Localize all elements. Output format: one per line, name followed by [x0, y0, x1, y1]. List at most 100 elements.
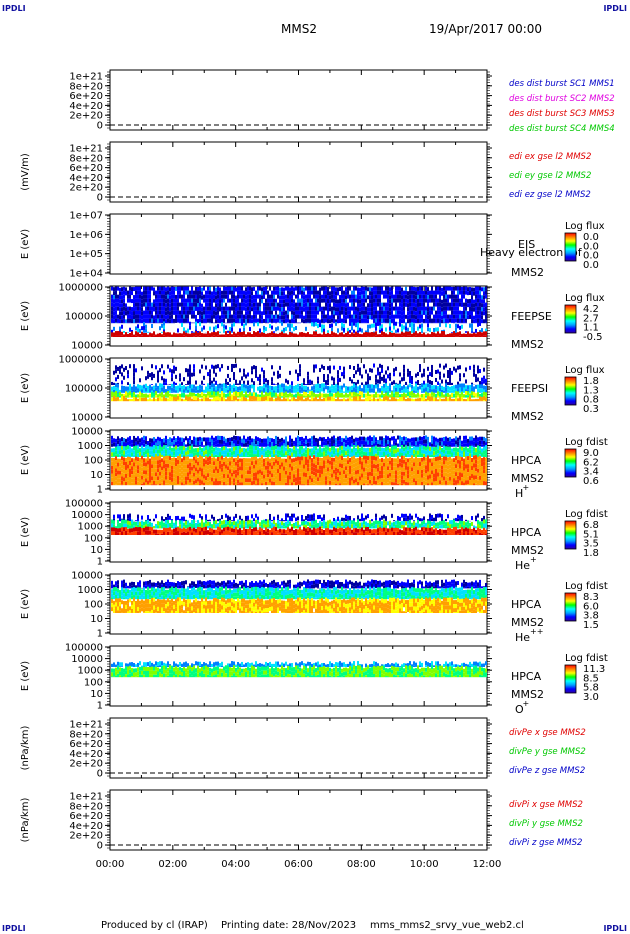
heatmap-cell [415, 394, 417, 398]
heatmap-cell [219, 464, 221, 469]
heatmap-cell [163, 378, 165, 383]
heatmap-cell [435, 393, 437, 398]
heatmap-cell [113, 446, 115, 447]
heatmap-cell [115, 290, 117, 295]
heatmap-cell [217, 477, 219, 482]
heatmap-cell [189, 440, 191, 445]
heatmap-cell [243, 335, 245, 337]
heatmap-cell [263, 318, 265, 323]
heatmap-cell [177, 459, 179, 464]
heatmap-cell [463, 373, 465, 378]
heatmap-cell [313, 290, 315, 295]
heatmap-cell [205, 333, 207, 337]
heatmap-cell [183, 480, 185, 485]
heatmap-cell [177, 471, 179, 476]
heatmap-cell [111, 294, 113, 299]
heatmap-cell [195, 314, 197, 319]
heatmap-cell [183, 377, 185, 382]
heatmap-cell [477, 298, 479, 303]
heatmap-cell [273, 286, 275, 291]
heatmap-cell [289, 370, 291, 375]
heatmap-cell [325, 333, 327, 337]
heatmap-cell [349, 321, 351, 326]
heatmap-cell [447, 298, 449, 303]
heatmap-cell [163, 468, 165, 473]
heatmap-cell [435, 286, 437, 291]
heatmap-cell [373, 310, 375, 315]
heatmap-cell [161, 466, 163, 471]
heatmap-cell [181, 446, 183, 451]
heatmap-cell [303, 399, 305, 402]
heatmap-cell [193, 310, 195, 315]
heatmap-cell [159, 393, 161, 398]
heatmap-cell [301, 400, 303, 402]
heatmap-cell [231, 306, 233, 311]
heatmap-cell [155, 318, 157, 323]
heatmap-cell [343, 294, 345, 299]
heatmap-cell [465, 290, 467, 295]
heatmap-cell [153, 468, 155, 473]
heatmap-cell [171, 457, 173, 462]
heatmap-cell [357, 315, 359, 320]
heatmap-cell [389, 391, 391, 393]
heatmap-cell [337, 311, 339, 316]
heatmap-cell [205, 314, 207, 319]
heatmap-cell [431, 368, 433, 373]
heatmap-cell [365, 314, 367, 319]
heatmap-cell [223, 328, 225, 333]
heatmap-cell [221, 290, 223, 295]
heatmap-cell [485, 306, 487, 311]
heatmap-cell [169, 303, 171, 308]
heatmap-cell [165, 378, 167, 383]
heatmap-cell [471, 291, 473, 296]
heatmap-cell [317, 380, 319, 385]
heatmap-cell [431, 385, 433, 390]
heatmap-cell [183, 454, 185, 457]
heatmap-cell [123, 302, 125, 307]
heatmap-cell [417, 392, 419, 397]
heatmap-cell [407, 385, 409, 390]
heatmap-cell [239, 290, 241, 295]
heatmap-cell [477, 306, 479, 311]
heatmap-cell [131, 466, 133, 471]
heatmap-cell [145, 450, 147, 455]
heatmap-cell [455, 327, 457, 332]
heatmap-cell [175, 382, 177, 385]
heatmap-cell [483, 379, 485, 384]
heatmap-cell [149, 393, 151, 398]
heatmap-cell [147, 484, 149, 486]
heatmap-cell [443, 335, 445, 337]
heatmap-cell [235, 481, 237, 486]
heatmap-cell [153, 441, 155, 446]
heatmap-cell [483, 391, 485, 396]
heatmap-cell [253, 302, 255, 307]
heatmap-cell [177, 306, 179, 311]
heatmap-cell [131, 311, 133, 316]
heatmap-cell [281, 307, 283, 312]
heatmap-cell [369, 324, 371, 329]
heatmap-cell [335, 291, 337, 296]
heatmap-cell [167, 398, 169, 402]
heatmap-cell [263, 310, 265, 315]
heatmap-cell [139, 306, 141, 311]
heatmap-cell [249, 388, 251, 393]
heatmap-cell [273, 371, 275, 376]
heatmap-cell [141, 463, 143, 468]
heatmap-cell [247, 372, 249, 377]
heatmap-cell [139, 378, 141, 383]
heatmap-cell [165, 396, 167, 398]
heatmap-cell [461, 302, 463, 307]
heatmap-cell [159, 453, 161, 457]
heatmap-cell [163, 456, 165, 461]
heatmap-cell [189, 368, 191, 373]
heatmap-cell [445, 383, 447, 388]
heatmap-cell [127, 382, 129, 385]
heatmap-cell [233, 364, 235, 369]
heatmap-cell [443, 322, 445, 324]
heatmap-cell [129, 286, 131, 291]
heatmap-cell [117, 298, 119, 303]
y-tick-label: 0 [97, 193, 103, 204]
heatmap-cell [403, 368, 405, 373]
heatmap-cell [253, 385, 255, 390]
heatmap-cell [119, 365, 121, 370]
